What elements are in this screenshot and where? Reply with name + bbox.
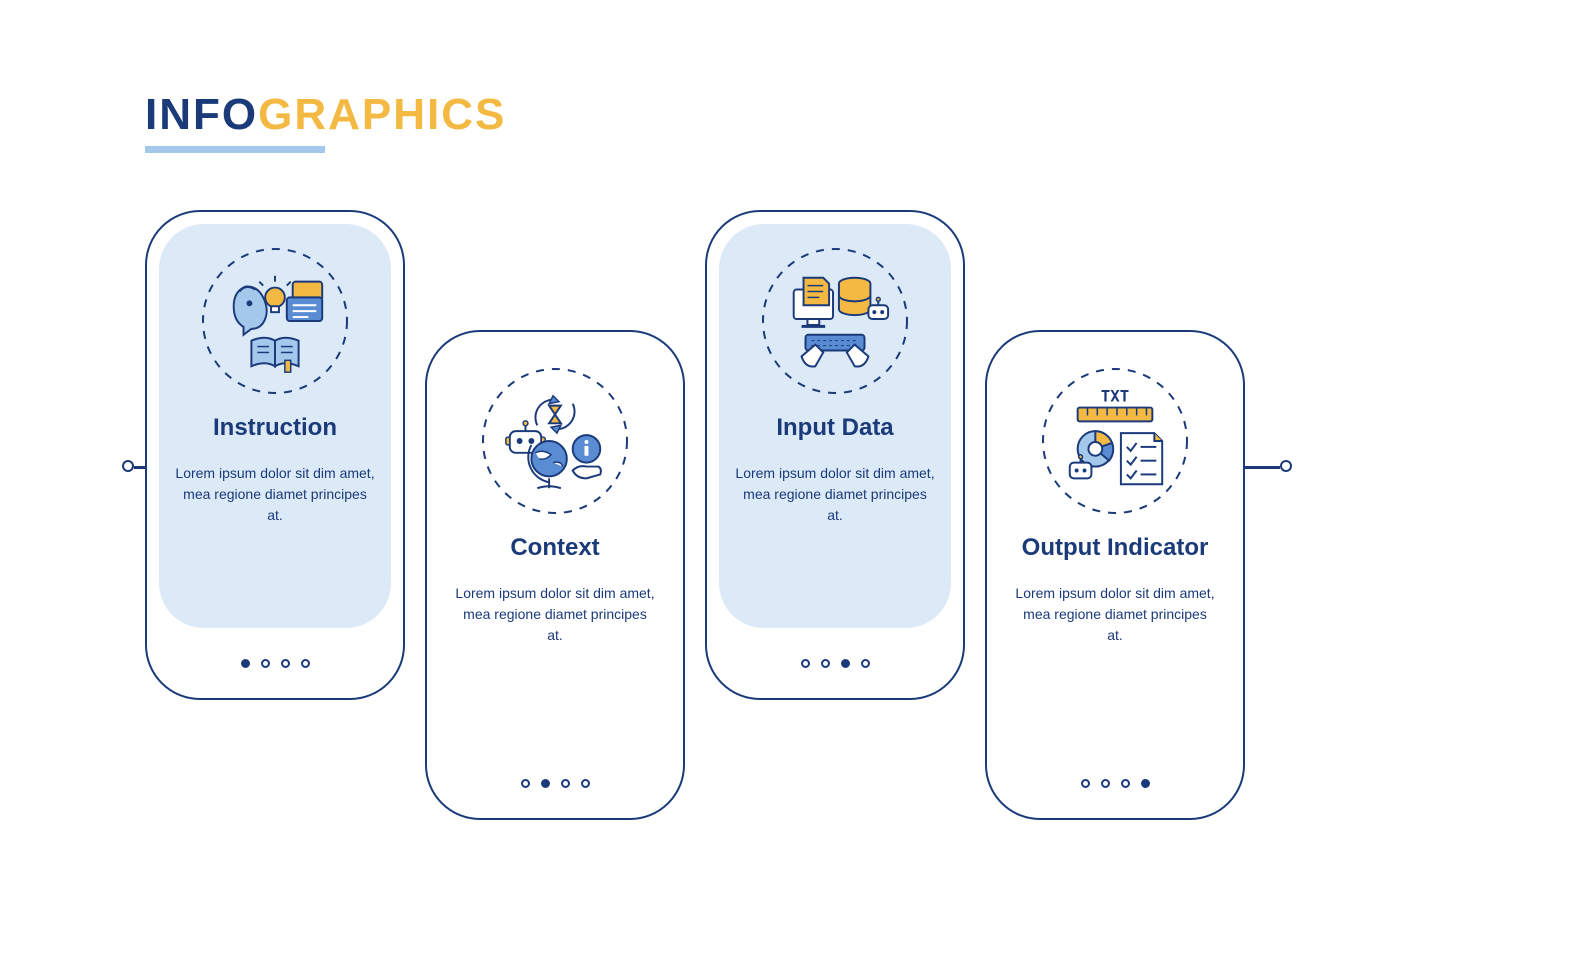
- dot: [1141, 779, 1150, 788]
- pagination-dots: [987, 779, 1243, 788]
- dot: [581, 779, 590, 788]
- dot: [261, 659, 270, 668]
- connector-end-dot: [1280, 460, 1292, 472]
- dot: [1081, 779, 1090, 788]
- dot: [841, 659, 850, 668]
- card-inner: Instruction Lorem ipsum dolor sit dim am…: [159, 224, 391, 628]
- page-title: INFOGRAPHICS: [145, 90, 506, 140]
- connector-start-dot: [122, 460, 134, 472]
- instruction-icon: [200, 246, 350, 396]
- dot: [281, 659, 290, 668]
- title-underline: [145, 146, 325, 153]
- dot: [1121, 779, 1130, 788]
- dot: [1101, 779, 1110, 788]
- dot: [861, 659, 870, 668]
- pagination-dots: [147, 659, 403, 668]
- card-title: Output Indicator: [1012, 534, 1219, 563]
- dot: [821, 659, 830, 668]
- pagination-dots: [427, 779, 683, 788]
- dot: [541, 779, 550, 788]
- context-icon: [480, 366, 630, 516]
- card-output-indicator: TXT: [985, 330, 1245, 820]
- card-context: Context Lorem ipsum dolor sit dim amet, …: [425, 330, 685, 820]
- card-description: Lorem ipsum dolor sit dim amet, mea regi…: [159, 463, 391, 526]
- dot: [241, 659, 250, 668]
- card-inner: Input Data Lorem ipsum dolor sit dim ame…: [719, 224, 951, 628]
- card-description: Lorem ipsum dolor sit dim amet, mea regi…: [719, 463, 951, 526]
- dot: [301, 659, 310, 668]
- title-block: INFOGRAPHICS: [145, 90, 506, 153]
- title-part-1: INFO: [145, 90, 258, 139]
- title-part-2: GRAPHICS: [258, 90, 506, 139]
- infographic-canvas: INFOGRAPHICS: [0, 0, 1573, 980]
- card-description: Lorem ipsum dolor sit dim amet, mea regi…: [999, 583, 1231, 646]
- card-inner: Context Lorem ipsum dolor sit dim amet, …: [439, 344, 671, 748]
- output-indicator-icon: TXT: [1040, 366, 1190, 516]
- dot: [521, 779, 530, 788]
- dot: [561, 779, 570, 788]
- input-data-icon: [760, 246, 910, 396]
- card-input-data: Input Data Lorem ipsum dolor sit dim ame…: [705, 210, 965, 700]
- card-description: Lorem ipsum dolor sit dim amet, mea regi…: [439, 583, 671, 646]
- card-instruction: Instruction Lorem ipsum dolor sit dim am…: [145, 210, 405, 700]
- card-title: Context: [500, 534, 609, 563]
- card-title: Instruction: [203, 414, 347, 443]
- dot: [801, 659, 810, 668]
- pagination-dots: [707, 659, 963, 668]
- card-title: Input Data: [766, 414, 903, 443]
- card-inner: TXT: [999, 344, 1231, 748]
